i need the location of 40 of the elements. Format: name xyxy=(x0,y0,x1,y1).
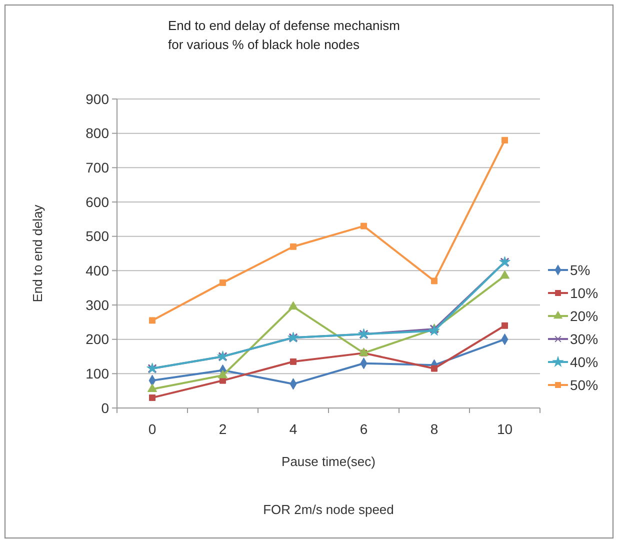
point xyxy=(290,358,296,365)
y-tick-label: 200 xyxy=(86,331,110,348)
point xyxy=(149,317,156,324)
point xyxy=(431,278,438,284)
point xyxy=(500,270,510,279)
x-tick-label: 0 xyxy=(148,421,156,437)
x-axis-title: Pause time(sec) xyxy=(282,454,376,469)
legend-label: 5% xyxy=(570,262,590,278)
x-tick-label: 8 xyxy=(430,421,438,437)
legend-label: 30% xyxy=(570,330,598,347)
point xyxy=(288,301,298,310)
y-tick-label: 700 xyxy=(86,160,110,176)
chart-title: End to end delay of defense mechanism for various % of black hole nodes xyxy=(168,18,400,52)
y-tick-label: 600 xyxy=(86,194,110,210)
legend-label: 50% xyxy=(570,376,598,393)
point xyxy=(220,279,226,286)
x-tick-label: 4 xyxy=(289,421,298,437)
point xyxy=(502,136,508,144)
legend-label: 40% xyxy=(570,354,598,370)
x-tick-label: 2 xyxy=(218,421,227,437)
point xyxy=(431,365,438,372)
legend-label: 10% xyxy=(570,284,598,301)
y-tick-label: 500 xyxy=(86,228,110,244)
point xyxy=(360,222,367,230)
point xyxy=(218,370,228,378)
point xyxy=(290,243,296,250)
legend-label: 20% xyxy=(570,308,598,324)
point xyxy=(147,384,158,392)
text: FOR 2m/s node speed xyxy=(263,502,394,517)
y-tick-label: 900 xyxy=(86,90,110,107)
x-tick-label: 6 xyxy=(360,421,368,437)
point xyxy=(502,322,508,329)
y-axis-title: End to end delay xyxy=(30,204,45,302)
y-tick-label: 100 xyxy=(86,366,110,382)
y-tick-label: 400 xyxy=(86,262,110,279)
y-tick-label: 800 xyxy=(86,125,110,142)
point xyxy=(149,394,156,401)
x-tick-label: 10 xyxy=(496,421,513,437)
y-tick-label: 300 xyxy=(86,296,110,313)
y-tick-label: 0 xyxy=(101,400,110,416)
